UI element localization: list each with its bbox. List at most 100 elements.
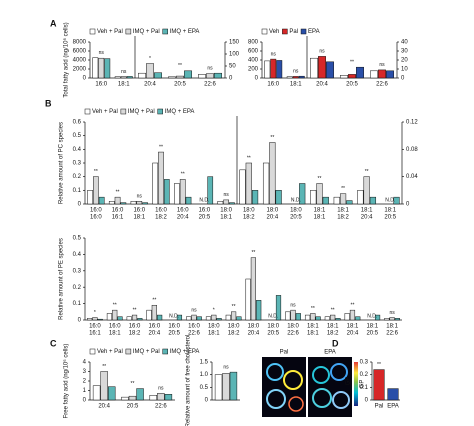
bar bbox=[126, 76, 133, 79]
x-tick-label: 18:1 bbox=[290, 82, 302, 88]
bar bbox=[239, 169, 246, 205]
x-tick-label: 20:5 bbox=[267, 331, 279, 337]
bar bbox=[386, 70, 394, 79]
x-tick-label: 18:1 bbox=[337, 208, 349, 214]
legend-swatch bbox=[125, 348, 132, 355]
bar bbox=[290, 309, 296, 321]
bar bbox=[348, 74, 356, 79]
x-tick-label: 22:6 bbox=[155, 404, 167, 410]
x-tick-label: 20:4 bbox=[347, 331, 359, 337]
micrograph-epa bbox=[308, 357, 352, 417]
bar bbox=[114, 196, 121, 205]
x-tick-label: 20:5 bbox=[174, 82, 186, 88]
bar bbox=[92, 385, 101, 401]
bar bbox=[335, 318, 341, 321]
y-tick-label: 0.1 bbox=[73, 301, 82, 307]
x-tick-label: 18:1 bbox=[361, 208, 373, 214]
annotation: ** bbox=[331, 307, 335, 313]
legend-swatch bbox=[162, 348, 168, 355]
x-tick-label: 18:0 bbox=[287, 324, 299, 330]
annotation: N.D. bbox=[169, 313, 179, 319]
bar bbox=[250, 257, 256, 321]
bar bbox=[316, 183, 323, 205]
x-tick-label: 18:1 bbox=[118, 82, 130, 88]
bar bbox=[285, 311, 291, 321]
annotation: ** bbox=[232, 304, 236, 310]
x-tick-label: 18:1 bbox=[347, 324, 359, 330]
y-tick-label: 600 bbox=[248, 49, 259, 55]
annotation: ** bbox=[377, 362, 381, 368]
annotation: ns bbox=[207, 66, 213, 72]
x-tick-label: 16:0 bbox=[95, 82, 107, 88]
bar bbox=[176, 314, 183, 321]
x-tick-label: 16:0 bbox=[133, 208, 145, 214]
x-tick-label: 22:6 bbox=[386, 331, 398, 337]
panel-label: B bbox=[45, 98, 52, 108]
annotation: ** bbox=[133, 307, 137, 313]
annotation: ** bbox=[181, 172, 185, 178]
legend-label: EPA bbox=[308, 29, 320, 35]
bar bbox=[138, 72, 146, 79]
annotation: ns bbox=[223, 364, 229, 370]
bar bbox=[87, 190, 93, 205]
bar bbox=[206, 73, 214, 79]
y-tick-label: 1.0 bbox=[200, 372, 209, 378]
x-tick-label: 20:5 bbox=[366, 331, 378, 337]
bar bbox=[98, 57, 105, 79]
legend-swatch bbox=[84, 108, 91, 115]
x-tick-label: 16:0 bbox=[109, 324, 121, 330]
micrograph-label: Pal bbox=[280, 350, 289, 356]
legend-label: IMQ + EPA bbox=[165, 109, 195, 115]
y-tick-label: 1 bbox=[83, 388, 87, 394]
x-tick-label: 18:0 bbox=[243, 208, 255, 214]
bar bbox=[229, 371, 238, 401]
bar bbox=[393, 196, 400, 205]
bar bbox=[222, 373, 230, 401]
y-tick-label: 0 bbox=[365, 398, 369, 404]
bar bbox=[315, 316, 321, 321]
x-tick-label: 20:5 bbox=[199, 215, 211, 221]
bar bbox=[92, 57, 99, 79]
panel-label: D bbox=[332, 338, 339, 348]
bar bbox=[184, 70, 192, 79]
annotation: ns bbox=[137, 194, 143, 200]
y-tick-label: 0.04 bbox=[406, 174, 418, 180]
annotation: ** bbox=[351, 302, 355, 308]
bar bbox=[214, 374, 223, 401]
bar bbox=[98, 196, 105, 205]
annotation: ns bbox=[293, 69, 299, 75]
x-tick-label: 18:0 bbox=[290, 208, 302, 214]
bar bbox=[121, 396, 129, 401]
bar bbox=[310, 190, 317, 205]
x-tick-label: 16:0 bbox=[129, 324, 141, 330]
y-tick-label: 0.5 bbox=[73, 133, 82, 139]
y-tick-label: 0.5 bbox=[73, 236, 82, 242]
annotation: ** bbox=[341, 186, 345, 192]
annotation: ns bbox=[158, 386, 164, 392]
annotation: ** bbox=[270, 135, 274, 141]
bar bbox=[136, 388, 144, 401]
y-tick-label: 0.1 bbox=[360, 385, 369, 391]
annotation: ** bbox=[311, 306, 315, 312]
panel-label: A bbox=[50, 18, 57, 28]
annotation: ns bbox=[191, 307, 197, 313]
x-tick-label: 16:0 bbox=[199, 208, 211, 214]
y-tick-label: 0.2 bbox=[73, 174, 82, 180]
annotation: N.D. bbox=[199, 197, 209, 203]
annotation: N.D. bbox=[268, 313, 278, 319]
x-tick-label: EPA bbox=[387, 404, 399, 410]
x-tick-label: 18:0 bbox=[248, 324, 260, 330]
bar bbox=[114, 76, 121, 79]
legend-swatch bbox=[162, 28, 168, 35]
bar bbox=[186, 316, 192, 321]
y-tick-label: 0 bbox=[83, 76, 87, 82]
x-tick-label: 18:1 bbox=[109, 331, 121, 337]
bar bbox=[164, 394, 173, 401]
x-tick-label: 18:2 bbox=[129, 331, 141, 337]
bar bbox=[117, 316, 123, 321]
x-tick-label: 20:5 bbox=[346, 82, 358, 88]
y-tick-label: 20 bbox=[401, 58, 408, 64]
y-tick-label: 2000 bbox=[73, 67, 87, 73]
bar bbox=[286, 76, 293, 79]
annotation: ** bbox=[365, 169, 369, 175]
